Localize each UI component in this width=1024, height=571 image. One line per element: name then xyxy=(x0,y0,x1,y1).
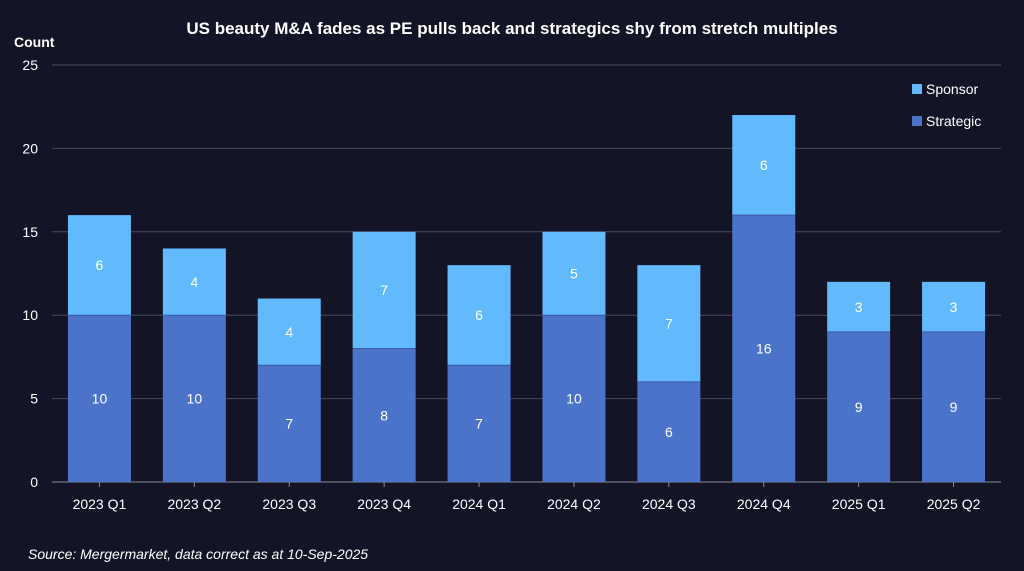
legend-label-strategic: Strategic xyxy=(926,113,981,129)
data-label-strategic: 10 xyxy=(187,391,203,407)
data-label-strategic: 16 xyxy=(756,341,772,357)
data-label-strategic: 10 xyxy=(92,391,108,407)
data-label-sponsor: 3 xyxy=(950,299,958,315)
data-label-sponsor: 6 xyxy=(96,257,104,273)
data-label-strategic: 6 xyxy=(665,424,673,440)
bar-sponsor-2023-q2 xyxy=(162,248,226,316)
bar-strategic-2023-q3 xyxy=(257,365,321,482)
bar-sponsor-2023-q1 xyxy=(67,215,131,316)
x-tick-label: 2024 Q2 xyxy=(547,496,601,512)
legend: Sponsor Strategic xyxy=(912,81,981,129)
data-label-strategic: 7 xyxy=(475,416,483,432)
bar-strategic-2024-q4 xyxy=(732,215,796,482)
data-label-strategic: 8 xyxy=(380,407,388,423)
bar-sponsor-2024-q3 xyxy=(637,265,701,382)
bar-sponsor-2025-q1 xyxy=(827,281,891,332)
data-label-strategic: 9 xyxy=(855,399,863,415)
x-tick-label: 2024 Q4 xyxy=(737,496,791,512)
bar-strategic-2024-q3 xyxy=(637,381,701,482)
legend-label-sponsor: Sponsor xyxy=(926,81,978,97)
bar-sponsor-2023-q3 xyxy=(257,298,321,366)
x-tick-label: 2025 Q2 xyxy=(927,496,981,512)
x-tick-label: 2023 Q1 xyxy=(73,496,127,512)
y-tick-label: 20 xyxy=(22,140,38,156)
legend-swatch-sponsor xyxy=(912,84,922,94)
legend-swatch-strategic xyxy=(912,116,922,126)
bar-strategic-2025-q2 xyxy=(922,331,986,482)
y-tick-label: 0 xyxy=(30,474,38,490)
data-label-sponsor: 7 xyxy=(380,282,388,298)
bar-sponsor-2024-q2 xyxy=(542,231,606,316)
bar-sponsor-2023-q4 xyxy=(352,231,416,349)
bar-strategic-2025-q1 xyxy=(827,331,891,482)
data-label-sponsor: 5 xyxy=(570,266,578,282)
bars xyxy=(67,115,986,482)
y-tick-label: 25 xyxy=(22,57,38,73)
data-label-sponsor: 4 xyxy=(190,274,198,290)
data-label-strategic: 9 xyxy=(950,399,958,415)
data-label-sponsor: 7 xyxy=(665,316,673,332)
bar-strategic-2023-q4 xyxy=(352,348,416,482)
bar-strategic-2023-q1 xyxy=(67,315,131,482)
data-label-sponsor: 4 xyxy=(285,324,293,340)
bar-strategic-2024-q1 xyxy=(447,365,511,482)
y-axis-label: Count xyxy=(14,34,55,50)
x-tick-label: 2024 Q1 xyxy=(452,496,506,512)
x-tick-label: 2024 Q3 xyxy=(642,496,696,512)
data-label-strategic: 10 xyxy=(566,391,582,407)
bar-sponsor-2024-q1 xyxy=(447,265,511,366)
chart-title: US beauty M&A fades as PE pulls back and… xyxy=(186,19,837,38)
y-tick-label: 10 xyxy=(22,307,38,323)
y-tick-label: 15 xyxy=(22,224,38,240)
x-tick-label: 2025 Q1 xyxy=(832,496,886,512)
data-label-strategic: 7 xyxy=(285,416,293,432)
bar-strategic-2024-q2 xyxy=(542,315,606,482)
bar-sponsor-2024-q4 xyxy=(732,115,796,216)
bar-sponsor-2025-q2 xyxy=(922,281,986,332)
bar-strategic-2023-q2 xyxy=(162,315,226,482)
x-tick-label: 2023 Q4 xyxy=(357,496,411,512)
y-tick-label: 5 xyxy=(30,391,38,407)
x-tick-label: 2023 Q2 xyxy=(167,496,221,512)
bar-labels: 10 6 10 4 7 4 8 7 7 6 10 5 6 7 16 6 9 3 9 3 xyxy=(92,157,958,440)
data-label-sponsor: 6 xyxy=(760,157,768,173)
data-label-sponsor: 6 xyxy=(475,307,483,323)
x-tick-label: 2023 Q3 xyxy=(262,496,316,512)
data-label-sponsor: 3 xyxy=(855,299,863,315)
x-axis-ticks: 2023 Q1 2023 Q2 2023 Q3 2023 Q4 2024 Q1 2024 … xyxy=(73,482,981,512)
source-note: Source: Mergermarket, data correct as at… xyxy=(28,546,368,562)
